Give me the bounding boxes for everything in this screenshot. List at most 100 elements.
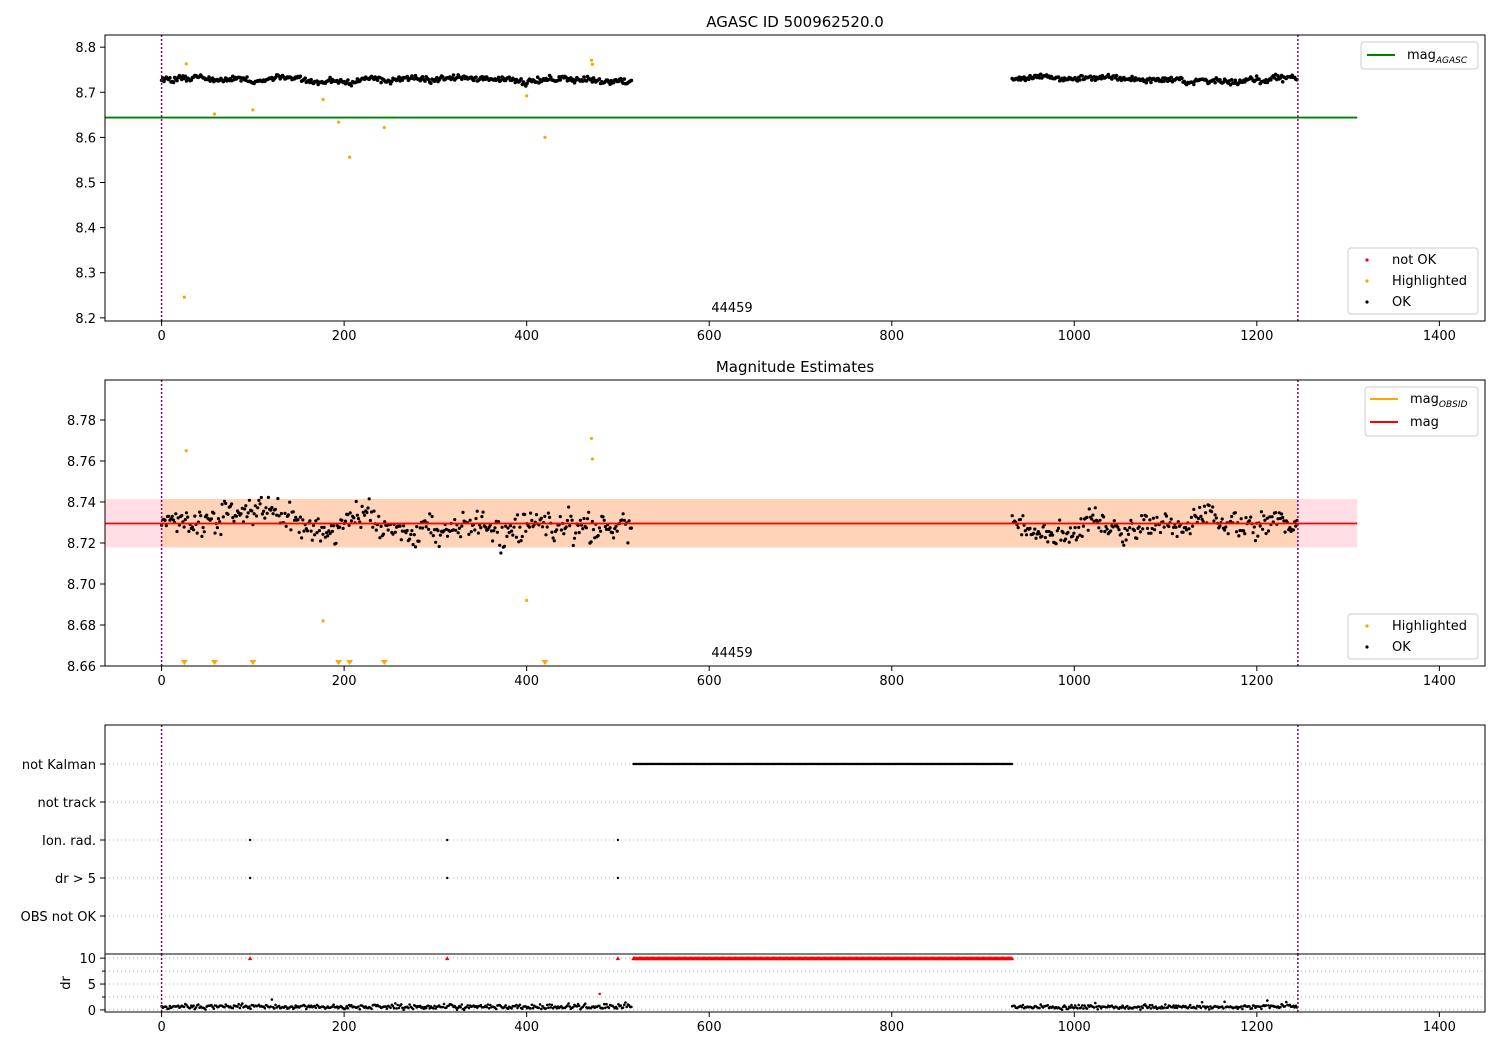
- ok-point: [476, 531, 480, 535]
- dr-point: [549, 1006, 553, 1009]
- dr-point: [303, 1004, 307, 1008]
- ok-point: [581, 527, 585, 531]
- ok-point: [1085, 515, 1089, 520]
- flag-point: [248, 876, 252, 880]
- legend2-highlighted-label: Highlighted: [1392, 619, 1467, 634]
- dr-point: [1149, 1007, 1153, 1010]
- estimates-panel: Magnitude Estimates 0 200 400 600 800 1000 120…: [67, 358, 1486, 689]
- ok-point: [361, 510, 365, 514]
- ok-point: [1061, 531, 1065, 535]
- ok-point: [1169, 517, 1173, 521]
- dr-point: [1162, 1006, 1166, 1009]
- dr-point: [277, 1004, 281, 1008]
- ok-point: [207, 75, 211, 79]
- ok-point: [1020, 533, 1024, 537]
- ok-point: [183, 518, 187, 522]
- y-tick-label: 8.4: [75, 222, 96, 237]
- ok-point: [314, 519, 318, 523]
- dr-point: [408, 1003, 411, 1006]
- dr-point: [1283, 1005, 1287, 1008]
- ok-point: [391, 532, 395, 536]
- dr-point: [1223, 1000, 1226, 1004]
- dr-point: [204, 1008, 207, 1011]
- ok-point: [1130, 74, 1134, 79]
- dr-point: [630, 1005, 633, 1009]
- ok-point: [1294, 524, 1298, 528]
- flag-category-label: dr > 5: [55, 872, 96, 887]
- agasc-panel: AGASC ID 500962520.0 0 200 400 600 800 1000 12…: [75, 13, 1486, 344]
- ok-point: [1137, 525, 1141, 529]
- ok-point: [1045, 529, 1049, 534]
- ok-point: [326, 534, 330, 538]
- ok-point: [1288, 526, 1292, 530]
- ok-point: [1199, 514, 1203, 518]
- flag-category-label: OBS not OK: [21, 910, 97, 925]
- ok-point: [1243, 532, 1247, 536]
- ok-point: [500, 525, 504, 529]
- dr-point: [1172, 1004, 1175, 1007]
- ok-point: [263, 516, 267, 520]
- ok-point: [1028, 526, 1032, 531]
- dr-point: [604, 1006, 607, 1010]
- dr-point: [1200, 1000, 1204, 1004]
- dr-point: [466, 1004, 470, 1007]
- ok-point: [567, 505, 571, 509]
- dr-point: [395, 1007, 398, 1010]
- dr-point: [1141, 1006, 1144, 1010]
- ok-point: [429, 531, 433, 535]
- dr-point: [182, 1005, 186, 1009]
- ok-point: [1087, 507, 1091, 511]
- ok-point: [448, 529, 452, 533]
- dr-point: [601, 1007, 605, 1010]
- x-tick-label: 600: [697, 329, 722, 344]
- x-tick-label: 800: [879, 674, 904, 689]
- flag-category-label: not Kalman: [22, 758, 96, 773]
- dr-point: [433, 1004, 436, 1008]
- ok-point: [311, 523, 316, 528]
- ok-point: [183, 74, 188, 79]
- ok-point: [1282, 519, 1286, 523]
- ok-point: [176, 516, 180, 520]
- ok-point: [565, 518, 570, 523]
- ok-point: [1086, 528, 1090, 532]
- dr-point: [531, 1006, 535, 1010]
- dr-point: [548, 1003, 551, 1006]
- x-tick-label: 1000: [1058, 674, 1091, 689]
- dr-point: [486, 1003, 490, 1006]
- ok-point: [313, 533, 317, 537]
- ok-point: [186, 515, 190, 519]
- flags-y-ticks: not Kalman not track Ion. rad. dr > 5 OBS no…: [21, 758, 105, 925]
- ok-point: [1124, 538, 1128, 542]
- dr-point: [575, 1005, 579, 1008]
- ok-point: [241, 520, 246, 524]
- ok-point: [1067, 540, 1071, 544]
- flags-plot-area: [105, 725, 1485, 954]
- ok-point: [1185, 528, 1189, 532]
- dr-point: [1120, 1006, 1123, 1009]
- ok-point: [181, 520, 185, 524]
- estimates-legend-upper: magOBSID mag: [1364, 386, 1479, 437]
- dr-point: [515, 1003, 518, 1007]
- x-tick-label: 200: [332, 329, 357, 344]
- ok-point: [539, 516, 543, 520]
- ok-point: [1244, 516, 1248, 520]
- ok-point: [374, 528, 378, 532]
- dr-point: [494, 1007, 498, 1011]
- ok-point: [1261, 527, 1265, 531]
- ok-point: [1180, 76, 1184, 81]
- ok-point: [1265, 516, 1269, 520]
- ok-point: [355, 77, 360, 81]
- ok-point: [1226, 532, 1230, 536]
- dr-panel: 0 200 400 600 800 1000 1200 1400 0 5 10 dr: [59, 952, 1486, 1035]
- y-tick-label: 8.66: [67, 660, 96, 675]
- dr-point: [442, 1002, 446, 1006]
- ok-point: [1149, 80, 1153, 85]
- ok-point: [510, 529, 514, 533]
- ok-point: [330, 529, 334, 534]
- ok-point: [1194, 515, 1198, 519]
- ok-point: [315, 531, 319, 535]
- dr-point: [314, 1006, 318, 1010]
- ok-point: [512, 525, 516, 529]
- ok-point: [444, 527, 448, 531]
- ok-point: [585, 517, 590, 521]
